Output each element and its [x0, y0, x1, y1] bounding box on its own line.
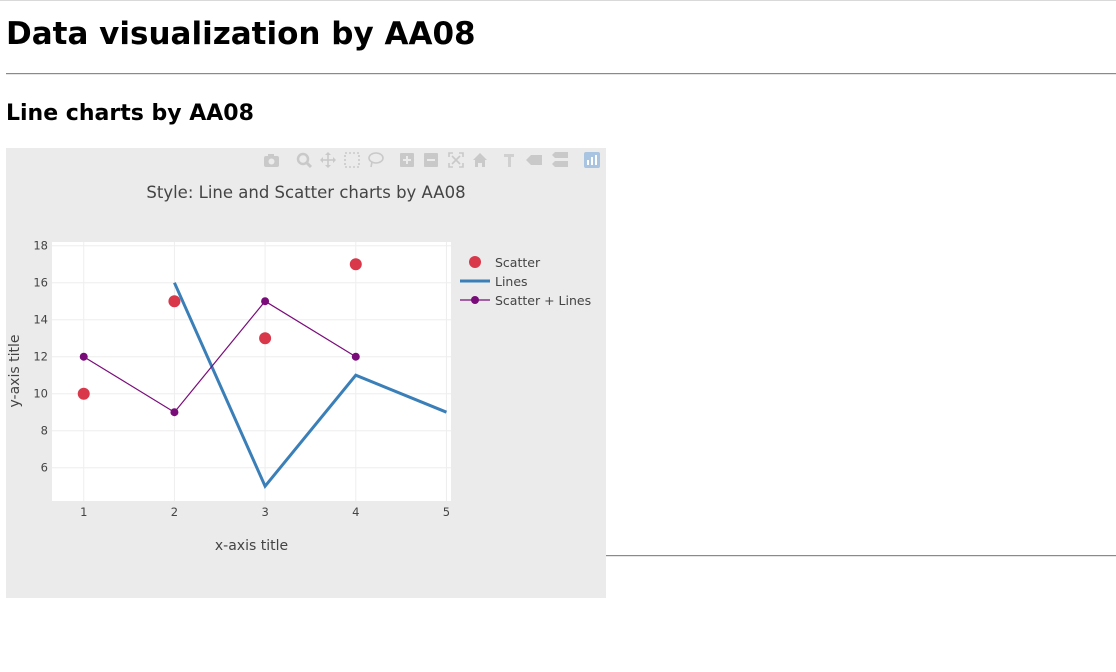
horizontal-rule-bottom — [606, 555, 1116, 557]
y-tick-label: 6 — [41, 461, 48, 475]
spike-lines-icon[interactable] — [504, 154, 514, 167]
y-tick-label: 18 — [33, 239, 48, 253]
legend-scatter-marker — [469, 256, 481, 268]
zoom-icon[interactable] — [296, 152, 313, 169]
page-title: Data visualization by AA08 — [6, 16, 476, 52]
x-tick-label: 5 — [443, 505, 450, 519]
data-point-scatter[interactable] — [349, 258, 362, 271]
data-point-scatter-lines[interactable] — [351, 352, 360, 361]
box-select-icon[interactable] — [344, 152, 360, 168]
x-tick-label: 4 — [352, 505, 359, 519]
y-tick-label: 12 — [33, 350, 48, 364]
hover-closest-icon[interactable] — [526, 155, 542, 165]
data-point-scatter[interactable] — [77, 387, 90, 400]
legend-item-scatter[interactable]: Scatter — [469, 255, 541, 270]
y-axis-label: y-axis title — [7, 335, 23, 408]
modebar — [264, 152, 600, 169]
series-scatter — [77, 258, 362, 400]
series-layer — [77, 258, 448, 490]
y-tick-label: 16 — [33, 276, 48, 290]
lasso-select-icon[interactable] — [368, 152, 384, 168]
autoscale-icon[interactable] — [448, 152, 464, 168]
series-line-lines — [173, 282, 448, 490]
series-scatter-lines — [79, 297, 360, 417]
x-tick-label: 2 — [171, 505, 178, 519]
x-tick-label: 1 — [80, 505, 87, 519]
y-tick-label: 10 — [33, 387, 48, 401]
data-point-scatter-lines[interactable] — [261, 297, 270, 306]
legend-scatter-lines-label: Scatter + Lines — [495, 293, 591, 308]
y-tick-label: 8 — [41, 424, 48, 438]
zoom-in-icon[interactable] — [400, 153, 414, 167]
data-point-scatter-lines[interactable] — [79, 352, 88, 361]
series-line-scatter-lines — [83, 300, 357, 413]
chart-container: Style: Line and Scatter charts by AA08 1… — [6, 148, 606, 598]
reset-axes-icon[interactable] — [473, 153, 487, 167]
legend-item-lines[interactable]: Lines — [460, 274, 528, 289]
data-point-scatter-lines[interactable] — [170, 408, 179, 417]
plot-area — [52, 242, 451, 501]
hover-compare-icon[interactable] — [552, 152, 568, 167]
chart-title: Style: Line and Scatter charts by AA08 — [146, 183, 465, 202]
x-tick-label: 3 — [261, 505, 268, 519]
data-point-scatter[interactable] — [259, 332, 272, 345]
legend-scatter-lines-marker — [471, 296, 479, 304]
horizontal-rule — [6, 73, 1116, 75]
x-axis-label: x-axis title — [215, 538, 288, 554]
legend-lines-label: Lines — [495, 274, 528, 289]
top-border — [0, 0, 1116, 1]
series-lines — [173, 282, 448, 490]
section-heading: Line charts by AA08 — [6, 101, 254, 126]
grid — [52, 242, 451, 501]
line-chart: Style: Line and Scatter charts by AA08 1… — [7, 152, 600, 554]
pan-icon[interactable] — [320, 152, 336, 168]
camera-icon[interactable] — [264, 154, 279, 167]
zoom-out-icon[interactable] — [424, 153, 438, 167]
plotly-logo-icon[interactable] — [584, 152, 600, 168]
y-tick-label: 14 — [33, 313, 48, 327]
data-point-scatter[interactable] — [168, 295, 181, 308]
legend-item-scatter-lines[interactable]: Scatter + Lines — [460, 293, 591, 308]
legend: Scatter Lines Scatter + Lines — [460, 255, 591, 308]
legend-scatter-label: Scatter — [495, 255, 541, 270]
